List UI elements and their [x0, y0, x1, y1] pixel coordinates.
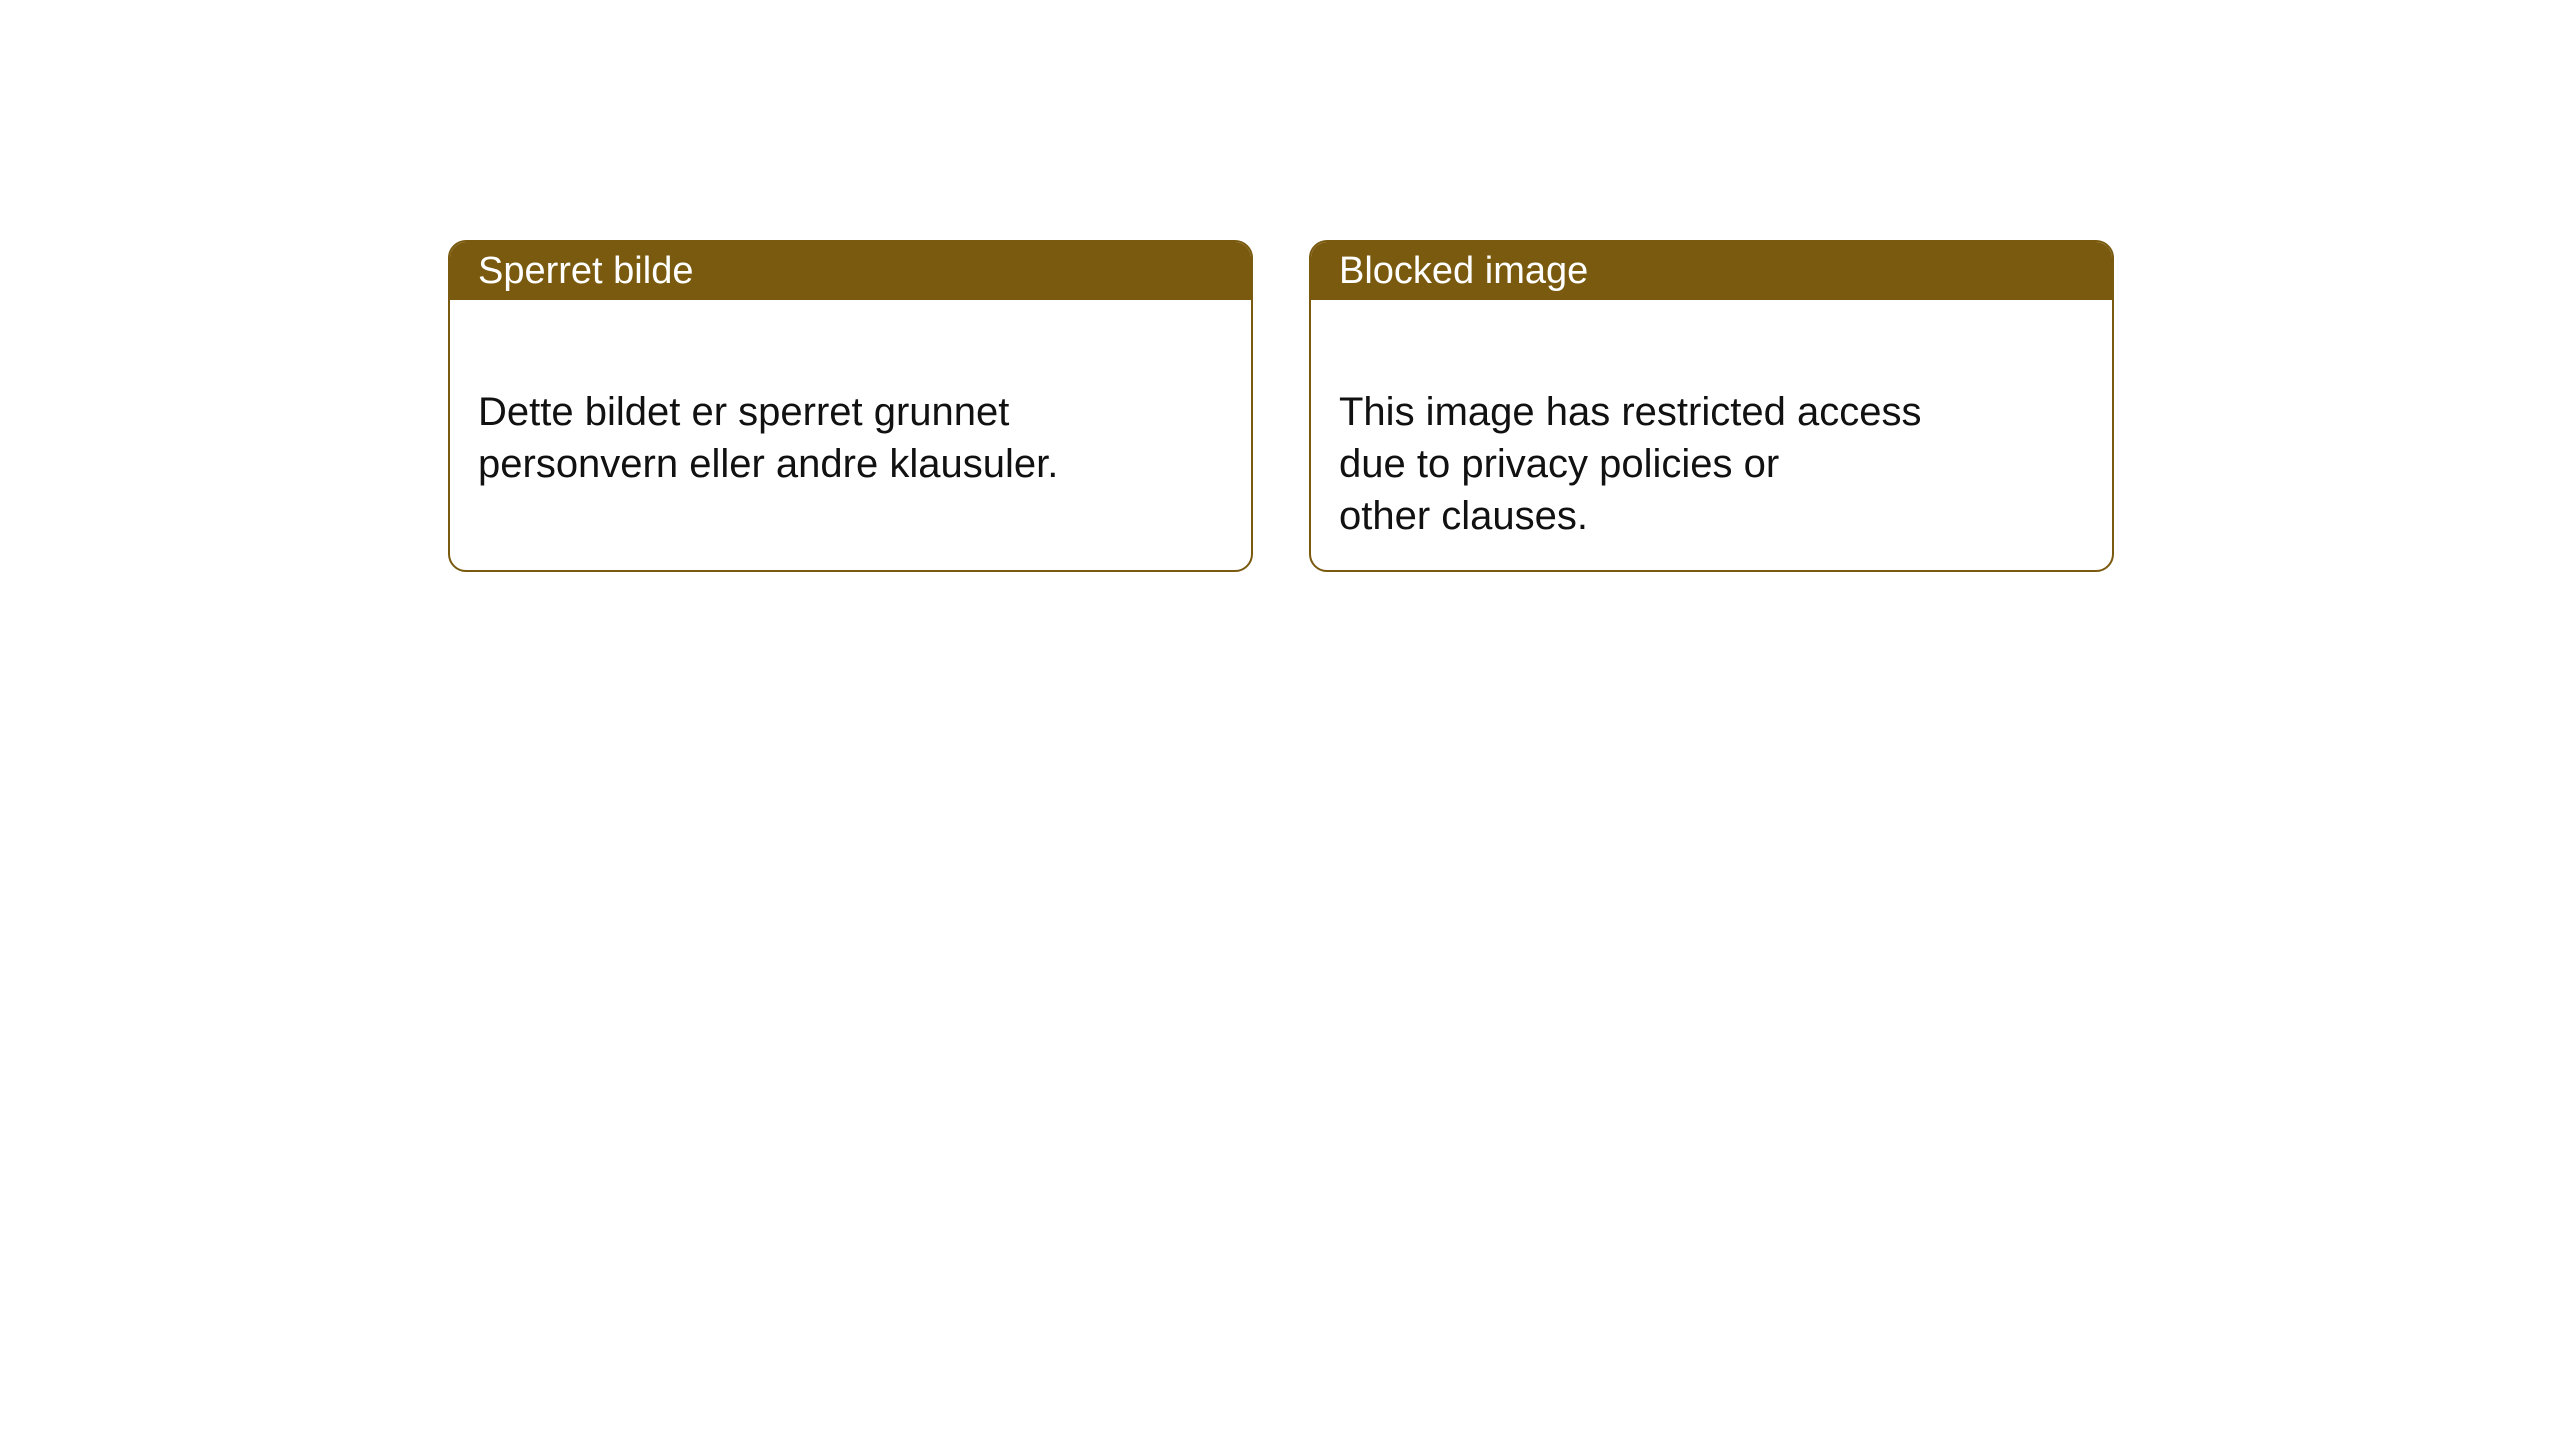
notice-card-title: Blocked image	[1339, 250, 1588, 293]
notice-card-body: This image has restricted access due to …	[1311, 300, 2112, 572]
notice-card-header: Blocked image	[1311, 242, 2112, 300]
notice-card-body: Dette bildet er sperret grunnet personve…	[450, 300, 1251, 524]
notice-cards-container: Sperret bilde Dette bildet er sperret gr…	[0, 0, 2560, 572]
notice-card-norwegian: Sperret bilde Dette bildet er sperret gr…	[448, 240, 1253, 572]
notice-card-english: Blocked image This image has restricted …	[1309, 240, 2114, 572]
notice-card-text: Dette bildet er sperret grunnet personve…	[478, 390, 1058, 486]
notice-card-text: This image has restricted access due to …	[1339, 390, 1921, 538]
notice-card-header: Sperret bilde	[450, 242, 1251, 300]
notice-card-title: Sperret bilde	[478, 250, 693, 293]
